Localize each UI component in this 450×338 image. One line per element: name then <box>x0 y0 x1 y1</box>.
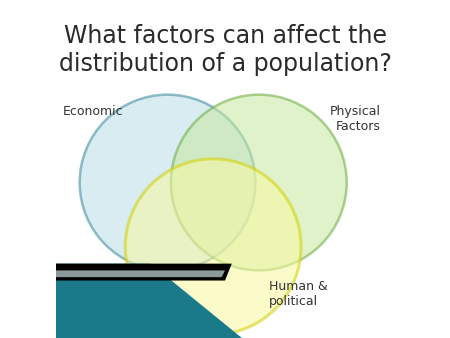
Polygon shape <box>56 264 242 338</box>
Circle shape <box>80 95 256 270</box>
Circle shape <box>171 95 346 270</box>
Text: What factors can affect the
distribution of a population?: What factors can affect the distribution… <box>58 24 392 76</box>
Polygon shape <box>56 270 225 277</box>
Polygon shape <box>56 264 232 281</box>
Text: Economic: Economic <box>63 105 123 118</box>
Circle shape <box>125 159 301 335</box>
Text: Physical
Factors: Physical Factors <box>329 105 381 133</box>
Text: Human &
political: Human & political <box>269 280 328 308</box>
